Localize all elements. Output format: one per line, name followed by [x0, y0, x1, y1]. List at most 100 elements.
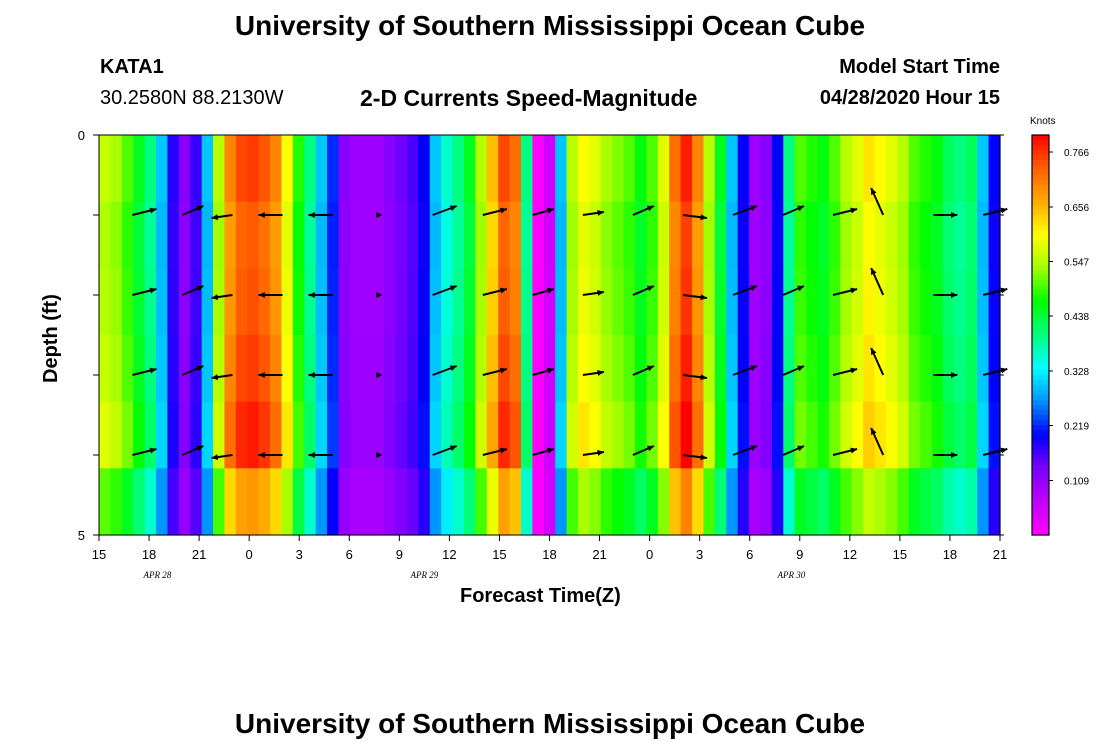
heatmap-cell [361, 135, 374, 203]
heatmap-cell [874, 401, 887, 469]
heatmap-cell [806, 468, 819, 536]
colorbar-swatch [1032, 430, 1049, 436]
heatmap-cell [281, 335, 294, 403]
heatmap-cell [327, 201, 340, 269]
current-vector-head [871, 428, 877, 435]
colorbar-unit: Knots [1030, 116, 1056, 127]
heatmap-cell [258, 135, 271, 203]
colorbar-swatch [1032, 285, 1049, 291]
heatmap-cell [247, 268, 260, 336]
x-tick-label: 18 [542, 547, 556, 562]
heatmap-cell [498, 401, 511, 469]
current-vector-head [951, 372, 958, 378]
heatmap-cell [714, 201, 727, 269]
heatmap-cell [555, 268, 568, 336]
current-vector-head [1000, 447, 1008, 454]
heatmap-cell [201, 135, 214, 203]
heatmap-cell [874, 201, 887, 269]
heatmap-cell [703, 268, 716, 336]
heatmap-cell [920, 335, 933, 403]
heatmap-cell [692, 135, 705, 203]
current-vector-head [499, 447, 507, 454]
x-tick-label: 12 [843, 547, 857, 562]
colorbar-swatch [1032, 505, 1049, 511]
heatmap-cell [406, 468, 419, 536]
colorbar-swatch [1032, 255, 1049, 261]
heatmap-cell [213, 468, 226, 536]
colorbar-tick-label: 0.219 [1064, 422, 1089, 433]
heatmap-cell [828, 401, 841, 469]
heatmap-cell [190, 135, 203, 203]
heatmap-cell [349, 401, 362, 469]
heatmap-cell [863, 201, 876, 269]
colorbar-swatch [1032, 300, 1049, 306]
heatmap-cell [463, 201, 476, 269]
current-vector-head [149, 367, 157, 374]
heatmap-cell [692, 201, 705, 269]
heatmap-cell [167, 468, 180, 536]
heatmap-cell [749, 135, 762, 203]
heatmap-cell [270, 268, 283, 336]
heatmap-cell [338, 268, 351, 336]
current-vector-head [797, 285, 805, 292]
heatmap-cell [201, 335, 214, 403]
heatmap-cell [384, 401, 397, 469]
heatmap-cell [749, 401, 762, 469]
heatmap-cell [589, 401, 602, 469]
heatmap-cell [121, 401, 134, 469]
heatmap-cell [806, 201, 819, 269]
heatmap-cell [600, 201, 613, 269]
heatmap-cell [247, 201, 260, 269]
heatmap-cell [851, 335, 864, 403]
heatmap-cell [509, 201, 522, 269]
current-vector-head [196, 205, 204, 212]
heatmap-cell [646, 335, 659, 403]
heatmap-cell [726, 335, 739, 403]
colorbar-swatch [1032, 160, 1049, 166]
colorbar-swatch [1032, 420, 1049, 426]
colorbar-swatch [1032, 335, 1049, 341]
colorbar-swatch [1032, 500, 1049, 506]
colorbar-swatch [1032, 515, 1049, 521]
heatmap-cell [532, 468, 545, 536]
heatmap-cell [133, 335, 146, 403]
heatmap-cell [372, 468, 385, 536]
heatmap-cell [281, 268, 294, 336]
heatmap-cell [885, 201, 898, 269]
heatmap-cell [201, 268, 214, 336]
heatmap-cell [213, 401, 226, 469]
colorbar-swatch [1032, 200, 1049, 206]
heatmap-cell [965, 401, 978, 469]
heatmap-cell [167, 135, 180, 203]
heatmap-cell [794, 201, 807, 269]
heatmap-cell [395, 135, 408, 203]
heatmap-cell [646, 401, 659, 469]
heatmap-cell [520, 335, 533, 403]
x-tick-label: 15 [893, 547, 907, 562]
colorbar-swatch [1032, 345, 1049, 351]
heatmap-cell [429, 335, 442, 403]
heatmap-cell [623, 201, 636, 269]
heatmap-cell [612, 401, 625, 469]
current-vector-head [449, 445, 457, 452]
current-vector-head [308, 452, 315, 458]
current-vector-head [258, 372, 265, 378]
heatmap-cell [623, 335, 636, 403]
model-start-label: Model Start Time [839, 56, 1000, 78]
heatmap-cell [578, 468, 591, 536]
colorbar-swatch [1032, 380, 1049, 386]
date-label: APR 30 [777, 570, 806, 580]
current-vector-head [499, 367, 507, 374]
heatmap-cell [589, 335, 602, 403]
current-vector-head [871, 268, 877, 275]
heatmap-cell [532, 135, 545, 203]
current-vector-head [211, 214, 219, 221]
heatmap-cell [726, 201, 739, 269]
heatmap-cell [977, 135, 990, 203]
current-vector-head [850, 367, 858, 374]
x-tick-label: 9 [796, 547, 803, 562]
heatmap-cell [178, 201, 191, 269]
heatmap-cell [612, 268, 625, 336]
heatmap-cell [589, 201, 602, 269]
heatmap-cell [635, 335, 648, 403]
